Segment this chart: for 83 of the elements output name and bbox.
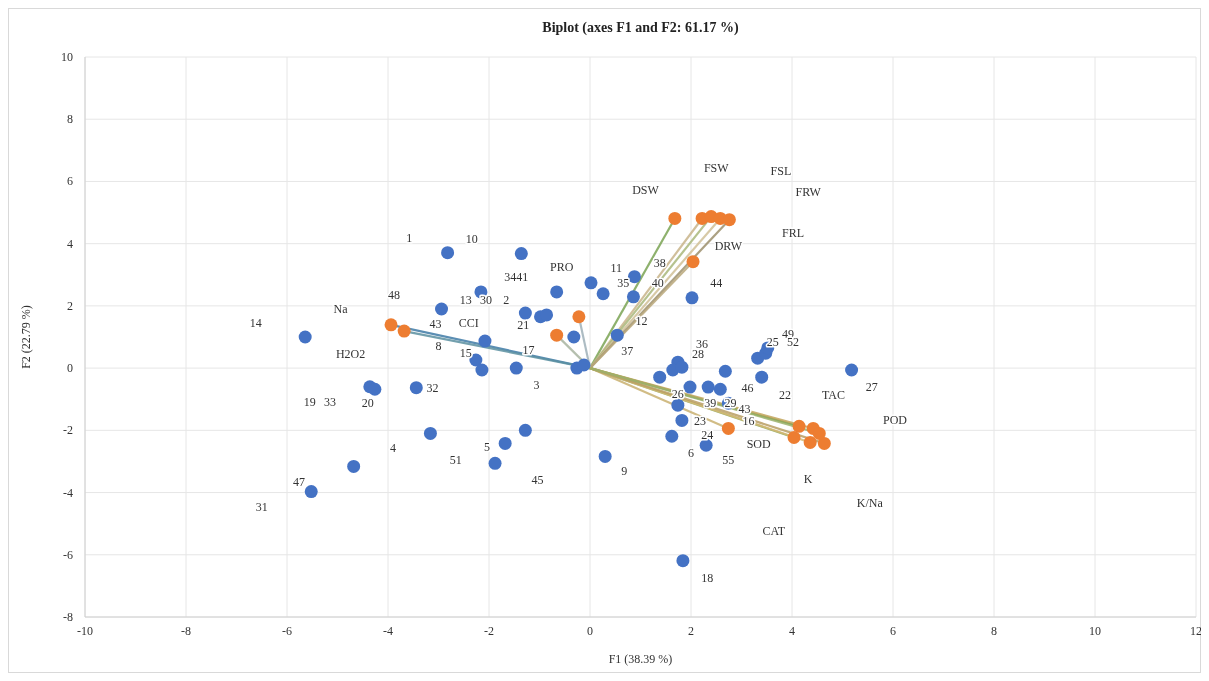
x-tick-label: -6 [282, 624, 292, 638]
annotation: 24 [701, 428, 714, 443]
x-tick-label: 10 [1089, 624, 1101, 638]
annotation: 13 [459, 292, 472, 307]
annotation: 37 [621, 344, 634, 358]
x-axis-title: F1 (38.39 %) [608, 652, 673, 666]
x-tick-label: -8 [181, 624, 191, 638]
annotation: 5 [483, 439, 490, 454]
annotation: PRO [550, 259, 574, 274]
annotation: 23 [694, 414, 707, 429]
annotation: 28 [692, 347, 705, 362]
annotation: TAC [821, 388, 845, 403]
y-tick-label: -6 [63, 547, 73, 562]
annotation: FRW [795, 185, 822, 200]
annotation: 8 [435, 339, 442, 354]
annotation: 43 [429, 316, 442, 331]
x-tick-label: 6 [890, 624, 896, 638]
y-tick-label: -4 [63, 485, 73, 500]
annotation: 30 [479, 292, 492, 307]
annotation: 4 [390, 441, 397, 456]
x-tick-label: -2 [484, 624, 494, 638]
y-tick-label: -2 [63, 423, 73, 438]
x-tick-label: 0 [587, 624, 593, 638]
annotation: 6 [688, 446, 694, 461]
annotation: FRL [782, 225, 805, 240]
annotation: 17 [522, 343, 535, 358]
annotation: DSW [632, 183, 660, 198]
annotation: 25 [766, 334, 779, 349]
y-tick-label: 10 [61, 50, 73, 64]
annotation: 33 [323, 395, 336, 410]
annotation: 27 [865, 380, 878, 395]
annotation: POD [883, 413, 908, 428]
annotation: 35 [617, 275, 630, 290]
annotation: 31 [255, 499, 268, 514]
annotation: 48 [388, 288, 401, 302]
y-tick-label: -8 [63, 610, 73, 624]
annotation: 12 [635, 313, 648, 328]
annotation: 3441 [504, 269, 529, 284]
y-tick-label: 8 [67, 112, 73, 127]
annotation: 10 [465, 231, 478, 246]
annotation: 47 [293, 474, 306, 489]
annotation: 1 [406, 230, 413, 245]
annotation: 15 [459, 346, 472, 361]
annotation: 20 [361, 396, 374, 411]
annotation: 40 [651, 275, 664, 290]
annotation: 3 [533, 378, 540, 393]
x-tick-label: 12 [1190, 624, 1202, 638]
annotation: Na [333, 302, 349, 316]
chart-title: Biplot (axes F1 and F2: 61.17 %) [542, 20, 740, 36]
annotation: 19 [303, 395, 316, 410]
annotation: DRW [714, 238, 743, 253]
y-tick-label: 4 [67, 236, 73, 251]
annotation: 2 [503, 292, 510, 307]
annotation: 44 [710, 275, 723, 290]
annotation: 46 [741, 381, 754, 396]
y-axis-title: F2 (22.79 %) [19, 305, 33, 369]
annotation: K [803, 471, 813, 486]
y-tick-label: 2 [67, 298, 73, 313]
annotation: H2O2 [335, 347, 366, 362]
annotation: 9 [621, 464, 628, 479]
annotation: 18 [701, 570, 714, 585]
x-tick-label: 4 [789, 624, 795, 638]
annotation: FSW [703, 161, 730, 176]
x-tick-label: -10 [77, 624, 93, 638]
annotation: CAT [762, 523, 786, 538]
annotation: SOD [746, 437, 771, 452]
x-tick-label: 2 [688, 624, 694, 638]
annotation: K/Na [856, 495, 884, 510]
x-tick-label: 8 [991, 624, 997, 638]
y-tick-label: 6 [67, 174, 73, 189]
x-tick-label: -4 [383, 624, 393, 638]
annotation: 38 [653, 255, 666, 270]
annotation: 22 [778, 388, 791, 403]
y-tick-label: 0 [67, 361, 73, 376]
annotation: 55 [722, 452, 735, 467]
annotation: 51 [449, 452, 462, 467]
annotation: CCI [458, 316, 479, 330]
annotation: FSL [770, 164, 792, 179]
annotation: 14 [249, 316, 262, 330]
annotation: 32 [426, 381, 439, 396]
annotation: 21 [517, 317, 530, 332]
annotation: 45 [531, 473, 544, 488]
annotation: 11 [610, 260, 623, 275]
